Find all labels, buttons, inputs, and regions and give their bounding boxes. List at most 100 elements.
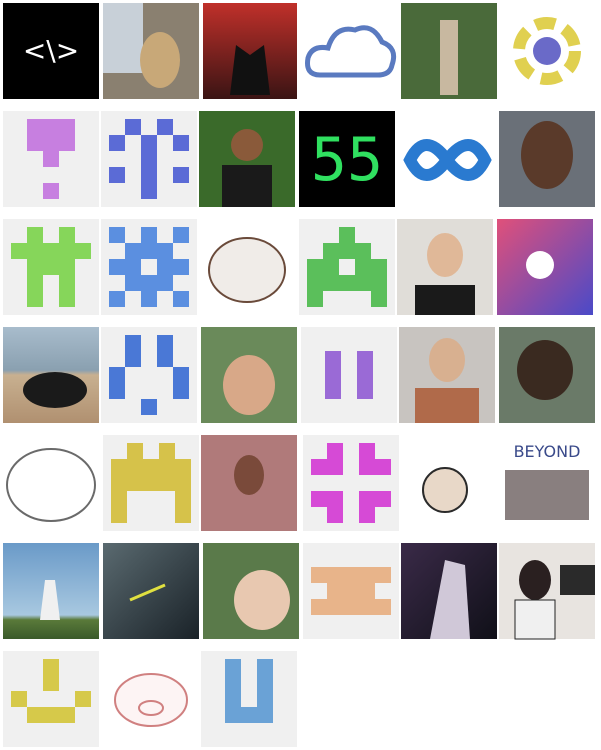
identicon-cell (325, 367, 341, 383)
identicon-cell (157, 275, 173, 291)
avatar-detail (517, 340, 573, 400)
avatar-detail (403, 139, 492, 181)
identicon-cell (257, 707, 273, 723)
identicon-cell (27, 227, 43, 243)
identicon-cell (125, 119, 141, 135)
identicon-cell (371, 259, 387, 275)
identicon-cell (141, 151, 157, 167)
identicon-cell (327, 443, 343, 459)
identicon-cell (109, 167, 125, 183)
identicon-cell (127, 443, 143, 459)
avatar-text: <\> (23, 34, 79, 67)
identicon-cell (327, 459, 343, 475)
avatar[interactable] (301, 3, 397, 99)
identicon-cell (111, 459, 127, 475)
avatar-detail (427, 233, 463, 277)
identicon-cell (311, 459, 327, 475)
identicon-cell (27, 291, 43, 307)
identicon-cell (111, 507, 127, 523)
avatar-detail (223, 355, 275, 415)
avatar-detail (429, 338, 465, 382)
identicon-cell (323, 243, 339, 259)
avatar-detail (103, 3, 143, 73)
identicon-cell (157, 335, 173, 351)
identicon-cell (109, 227, 125, 243)
identicon-cell (43, 243, 59, 259)
identicon-cell (109, 259, 125, 275)
identicon-cell (125, 275, 141, 291)
identicon-cell (311, 491, 327, 507)
avatar[interactable] (299, 111, 395, 207)
avatar-detail (231, 129, 263, 161)
identicon-cell (159, 475, 175, 491)
avatar-detail (505, 470, 589, 520)
identicon-cell (359, 491, 375, 507)
identicon-cell (141, 291, 157, 307)
identicon-cell (43, 707, 59, 723)
identicon-cell (257, 659, 273, 675)
identicon-cell (59, 707, 75, 723)
identicon-cell (75, 243, 91, 259)
identicon-cell (339, 275, 355, 291)
identicon-cell (59, 243, 75, 259)
avatar-detail (415, 285, 475, 315)
identicon-cell (157, 351, 173, 367)
identicon-cell (175, 507, 191, 523)
identicon[interactable] (303, 435, 399, 531)
identicon-cell (27, 259, 43, 275)
identicon[interactable] (201, 651, 297, 747)
identicon-cell (11, 243, 27, 259)
identicon-cell (325, 351, 341, 367)
avatar-detail (560, 565, 595, 595)
identicon-cell (311, 599, 327, 615)
identicon-cell (59, 275, 75, 291)
identicon-cell (343, 583, 359, 599)
identicon-cell (257, 691, 273, 707)
avatar[interactable] (3, 3, 99, 99)
identicon-cell (359, 599, 375, 615)
identicon[interactable] (301, 327, 397, 423)
identicon-cell (109, 367, 125, 383)
identicon-cell (27, 707, 43, 723)
identicon-cell (359, 507, 375, 523)
avatar-detail (430, 560, 470, 639)
identicon-cell (307, 259, 323, 275)
avatar-detail (440, 20, 458, 95)
identicon-cell (225, 691, 241, 707)
identicon-cell (173, 227, 189, 243)
identicon-cell (323, 275, 339, 291)
identicon-cell (339, 227, 355, 243)
identicon-cell (359, 443, 375, 459)
identicon-cell (355, 243, 371, 259)
identicon-cell (141, 399, 157, 415)
identicon-cell (27, 135, 43, 151)
identicon-cell (141, 275, 157, 291)
avatar-detail (23, 372, 87, 408)
identicon-cell (125, 243, 141, 259)
identicon-cell (357, 351, 373, 367)
identicon-cell (307, 275, 323, 291)
identicon-cell (43, 183, 59, 199)
avatar-detail (6, 448, 96, 522)
avatar[interactable] (3, 435, 99, 531)
identicon-cell (109, 135, 125, 151)
identicon-cell (141, 183, 157, 199)
avatar-detail (514, 599, 556, 640)
identicon-cell (327, 491, 343, 507)
identicon-cell (27, 119, 43, 135)
identicon-cell (125, 335, 141, 351)
identicon-cell (225, 659, 241, 675)
identicon-cell (43, 675, 59, 691)
identicon-cell (327, 507, 343, 523)
identicon-cell (355, 275, 371, 291)
identicon-cell (327, 599, 343, 615)
identicon-cell (357, 367, 373, 383)
identicon-cell (359, 459, 375, 475)
avatar-detail (129, 583, 166, 602)
identicon-cell (173, 383, 189, 399)
identicon-cell (111, 491, 127, 507)
identicon-cell (339, 243, 355, 259)
identicon-cell (125, 259, 141, 275)
avatar-detail (230, 45, 270, 95)
